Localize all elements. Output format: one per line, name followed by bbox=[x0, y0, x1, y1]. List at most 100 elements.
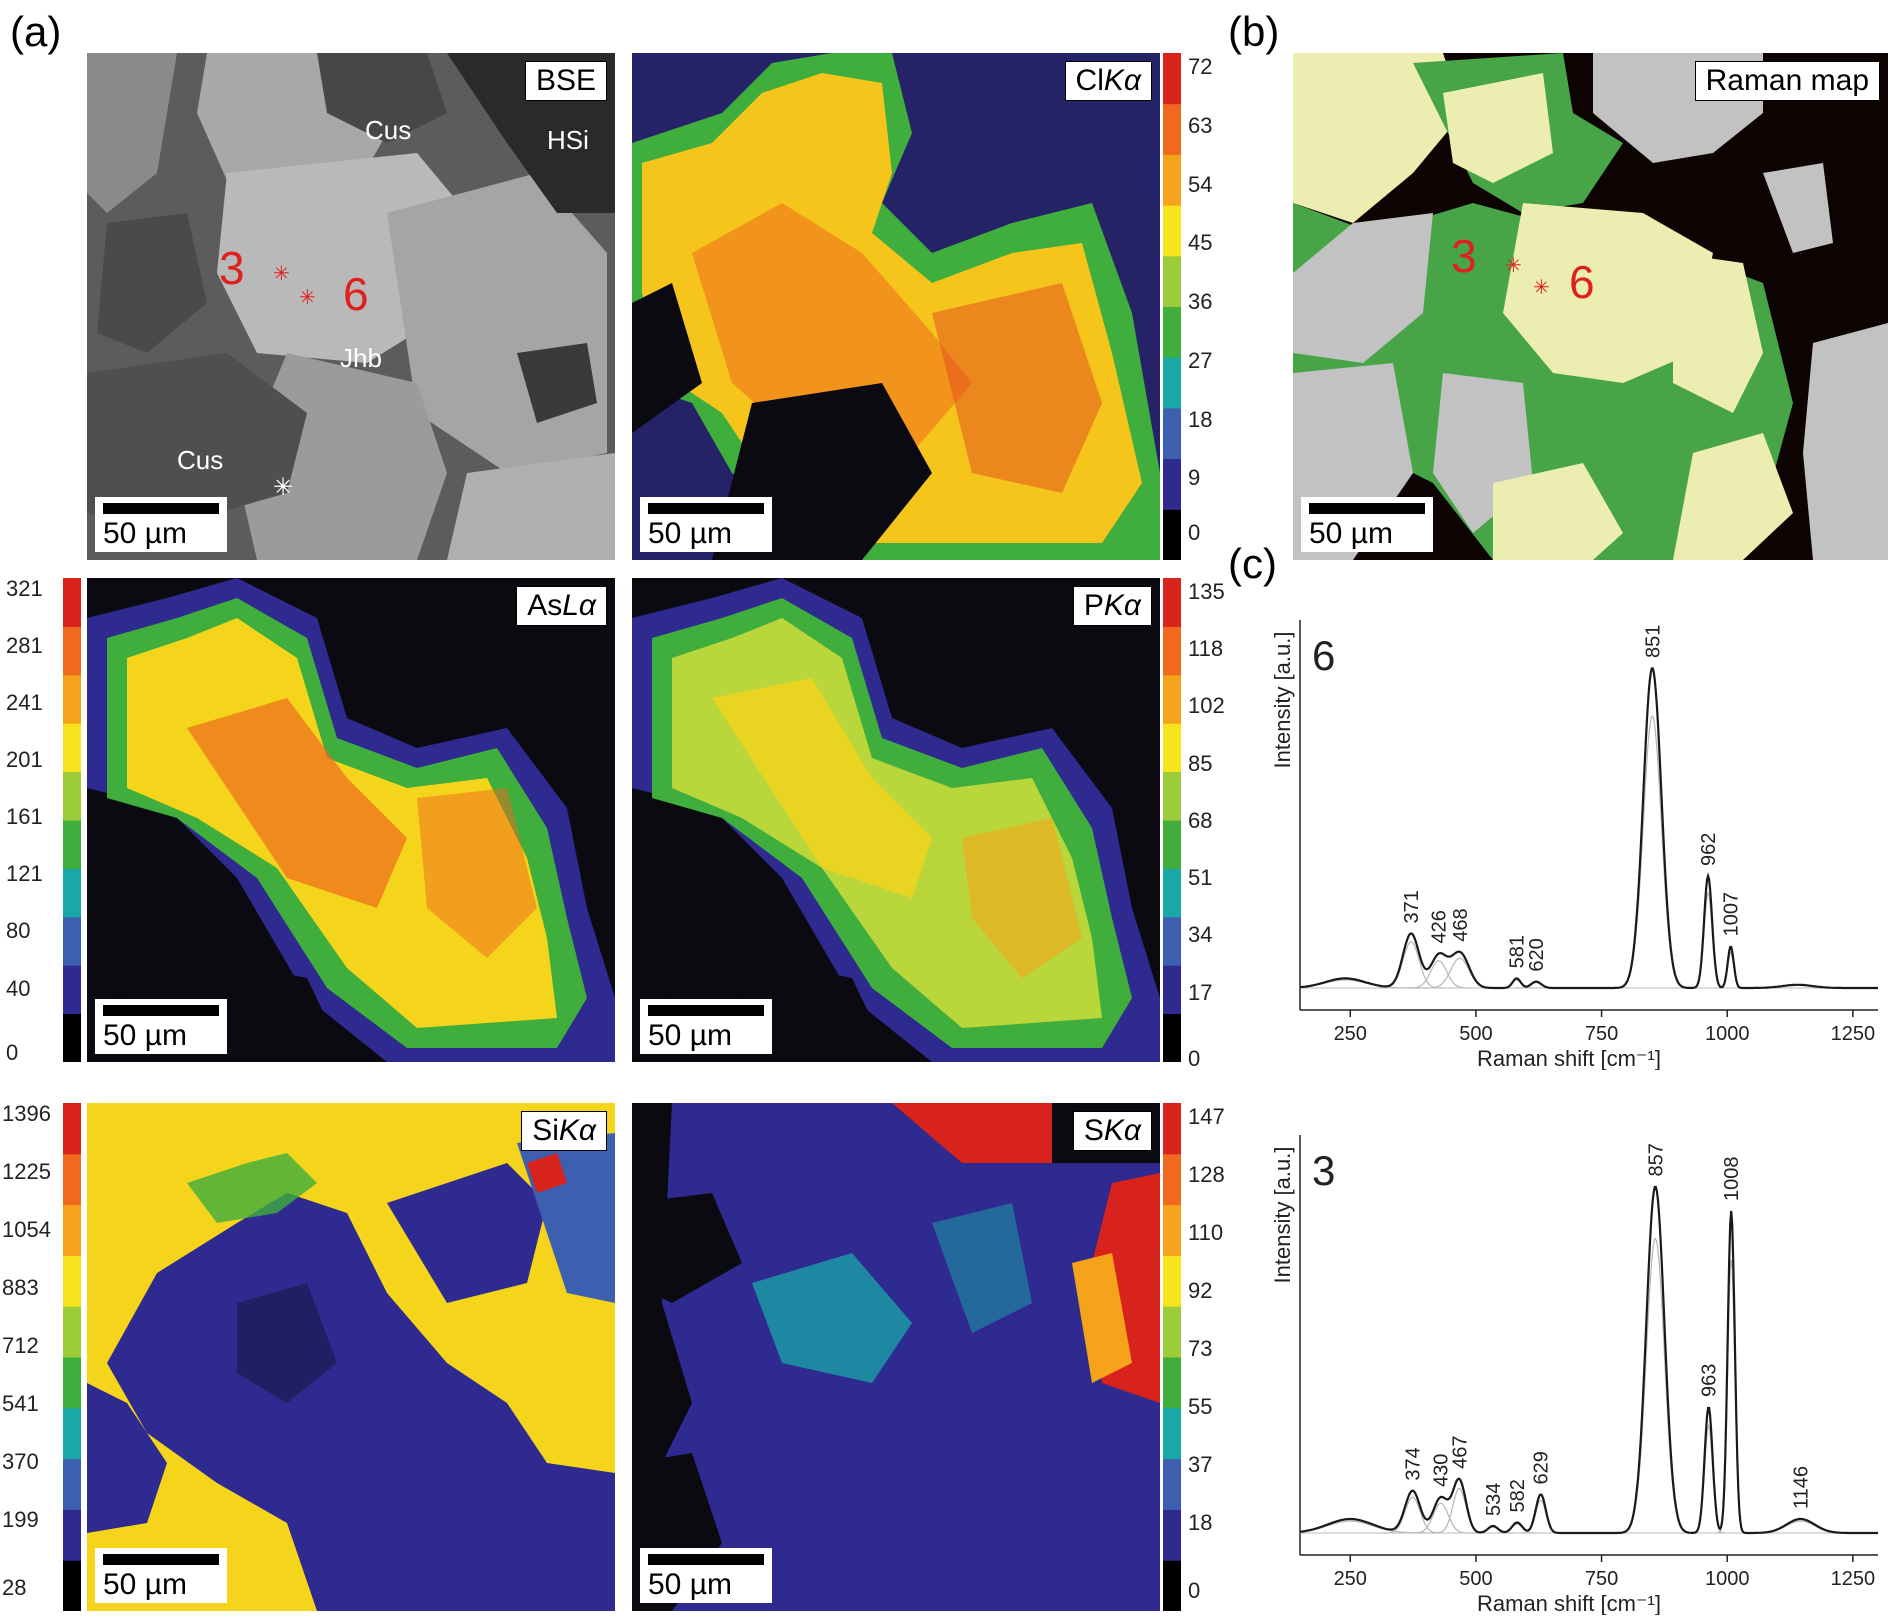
p-tick: 135 bbox=[1188, 579, 1225, 604]
colorbar-segment bbox=[1163, 1103, 1181, 1155]
component-peak bbox=[1717, 1259, 1746, 1534]
si-tick: 1054 bbox=[2, 1217, 51, 1242]
si-map: SiKα 50 µm bbox=[87, 1103, 615, 1611]
peak-label: 430 bbox=[1431, 1454, 1453, 1487]
y-axis-label: Intensity [a.u.] bbox=[1270, 632, 1295, 769]
peak-label: 426 bbox=[1429, 910, 1451, 943]
spectrum-3-chart: 250 500 750 1000 1250 Raman shift [cm⁻¹] Inten… bbox=[1270, 1135, 1878, 1615]
cl-tick: 72 bbox=[1188, 54, 1213, 79]
colorbar-segment bbox=[1163, 53, 1181, 105]
p-tick: 102 bbox=[1188, 693, 1225, 718]
x-tick-label: 750 bbox=[1585, 1023, 1618, 1045]
cl-tick: 45 bbox=[1188, 230, 1213, 255]
scale-bar-text: 50 µm bbox=[648, 517, 732, 550]
colorbar-segment bbox=[1163, 723, 1181, 773]
si-tick: 541 bbox=[2, 1391, 39, 1416]
colorbar-segment bbox=[63, 1357, 81, 1409]
p-tick: 51 bbox=[1188, 865, 1213, 890]
colorbar-segment bbox=[1163, 458, 1181, 510]
component-peak bbox=[1382, 1496, 1443, 1534]
p-tick: 68 bbox=[1188, 808, 1213, 833]
component-peak bbox=[1718, 951, 1743, 989]
colorbar-segment bbox=[1163, 407, 1181, 460]
as-element: As bbox=[527, 589, 563, 622]
si-element: Si bbox=[532, 1114, 559, 1147]
x-tick-label: 1250 bbox=[1831, 1568, 1876, 1590]
panel-c-letter: (c) bbox=[1228, 540, 1277, 587]
cl-tick: 9 bbox=[1188, 465, 1201, 490]
colorbar-segment bbox=[1163, 916, 1181, 966]
cl-tick: 54 bbox=[1188, 172, 1213, 197]
x-tick-label: 1250 bbox=[1831, 1023, 1876, 1045]
colorbar-segment bbox=[1163, 1560, 1181, 1611]
mineral-label-hsi: HSi bbox=[547, 125, 589, 155]
colorbar-segment bbox=[63, 626, 81, 676]
x-tick-label: 500 bbox=[1459, 1023, 1492, 1045]
component-peak bbox=[1691, 890, 1725, 989]
colorbar-segment bbox=[63, 771, 81, 821]
cl-tick: 36 bbox=[1188, 289, 1213, 314]
panel-a-letter: (a) bbox=[10, 8, 62, 55]
cl-tick: 27 bbox=[1188, 348, 1213, 373]
point-3-marker: ✳ bbox=[273, 263, 290, 285]
x-tick-label: 1000 bbox=[1705, 1568, 1750, 1590]
component-peak bbox=[1744, 1520, 1857, 1534]
s-element: S bbox=[1083, 1114, 1104, 1147]
scale-bar: 50 µm bbox=[95, 999, 227, 1054]
cl-label: ClKα bbox=[1064, 61, 1152, 101]
colorbar-segment bbox=[1163, 103, 1181, 155]
colorbar-segment bbox=[63, 578, 81, 627]
as-line: Lα bbox=[562, 589, 596, 622]
colorbar-segment bbox=[1163, 1204, 1181, 1256]
colorbar-segment bbox=[63, 1407, 81, 1460]
s-tick: 92 bbox=[1188, 1278, 1213, 1303]
peak-label: 963 bbox=[1699, 1364, 1721, 1397]
s-map: SKα 50 µm bbox=[632, 1103, 1160, 1611]
raman-map-label: Raman map bbox=[1694, 61, 1880, 101]
s-label: SKα bbox=[1072, 1111, 1152, 1151]
raman-point-6-marker: ✳ bbox=[1533, 277, 1550, 299]
s-line: Kα bbox=[1103, 1114, 1141, 1147]
scale-bar-text: 50 µm bbox=[103, 1568, 187, 1601]
scale-bar-text: 50 µm bbox=[1309, 517, 1393, 550]
si-line: Kα bbox=[558, 1114, 596, 1147]
peak-label: 1008 bbox=[1721, 1156, 1743, 1201]
as-tick: 321 bbox=[6, 576, 43, 601]
colorbar-segment bbox=[63, 1560, 81, 1611]
peak-label: 582 bbox=[1507, 1479, 1529, 1512]
colorbar-segment bbox=[1163, 1306, 1181, 1358]
p-tick: 0 bbox=[1188, 1046, 1201, 1071]
component-peak bbox=[1616, 714, 1689, 989]
s-tick: 37 bbox=[1188, 1452, 1213, 1477]
p-map: PKα 50 µm bbox=[632, 578, 1160, 1062]
raman-point-6-label: 6 bbox=[1569, 256, 1595, 308]
x-tick-label: 1000 bbox=[1705, 1023, 1750, 1045]
as-tick: 161 bbox=[6, 804, 43, 829]
bse-image: BSE Cus HSi Jhb Cus ✳ 3 ✳ 6 ✳ 50 µm bbox=[87, 53, 615, 560]
component-peak bbox=[1619, 1237, 1692, 1534]
colorbar-segment bbox=[63, 1306, 81, 1358]
x-tick-label: 250 bbox=[1334, 1568, 1367, 1590]
colorbar-segment bbox=[1163, 820, 1181, 869]
as-label: AsLα bbox=[516, 586, 607, 626]
colorbar-segment bbox=[1163, 357, 1181, 409]
s-tick: 73 bbox=[1188, 1336, 1213, 1361]
scale-bar-text: 50 µm bbox=[103, 1019, 187, 1052]
peak-label: 620 bbox=[1526, 938, 1548, 971]
p-tick: 118 bbox=[1188, 636, 1224, 661]
as-colorbar bbox=[63, 578, 81, 1062]
as-tick: 121 bbox=[6, 861, 43, 886]
p-label: PKα bbox=[1072, 586, 1152, 626]
scale-bar: 50 µm bbox=[1301, 497, 1433, 552]
colorbar-segment bbox=[1163, 868, 1181, 918]
colorbar-segment bbox=[63, 820, 81, 869]
colorbar-segment bbox=[1163, 255, 1181, 307]
x-tick-label: 750 bbox=[1585, 1568, 1618, 1590]
cl-colorbar bbox=[1163, 53, 1181, 560]
component-peak bbox=[1410, 1502, 1471, 1534]
colorbar-segment bbox=[63, 1509, 81, 1561]
colorbar-segment bbox=[63, 1013, 81, 1062]
scale-bar: 50 µm bbox=[95, 1548, 227, 1603]
colorbar-segment bbox=[1163, 1013, 1181, 1062]
cl-tick: 18 bbox=[1188, 407, 1213, 432]
